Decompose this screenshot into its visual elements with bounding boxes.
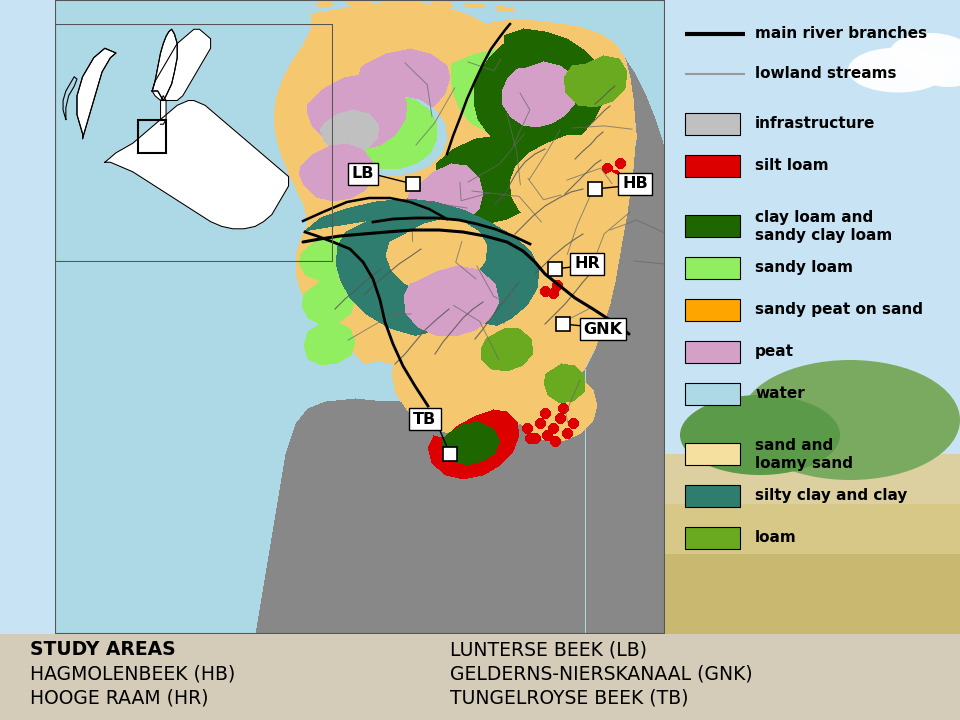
Bar [138, 120, 166, 153]
Text: sand and: sand and [756, 438, 833, 453]
Text: HAGMOLENBEEK (HB): HAGMOLENBEEK (HB) [30, 665, 235, 683]
Text: main river branches: main river branches [756, 27, 927, 42]
Text: sandy clay loam: sandy clay loam [756, 228, 892, 243]
Bar [685, 257, 740, 279]
Text: TB: TB [414, 412, 437, 426]
Bar [556, 317, 570, 331]
Ellipse shape [918, 57, 960, 87]
Text: HOOGE RAAM (HR): HOOGE RAAM (HR) [30, 688, 208, 707]
Text: loam: loam [756, 530, 797, 545]
Text: peat: peat [756, 344, 794, 359]
Bar [685, 341, 740, 363]
Text: infrastructure: infrastructure [756, 117, 876, 132]
Bar [660, 504, 960, 634]
Bar [685, 485, 740, 507]
Text: sandy peat on sand: sandy peat on sand [756, 302, 924, 318]
Ellipse shape [890, 33, 960, 71]
Bar [685, 383, 740, 405]
Bar [443, 447, 457, 461]
Text: TUNGELROYSE BEEK (TB): TUNGELROYSE BEEK (TB) [450, 688, 688, 707]
Text: silt loam: silt loam [756, 158, 828, 174]
Text: HB: HB [622, 176, 648, 192]
Text: HR: HR [574, 256, 600, 271]
Bar [685, 155, 740, 177]
Bar [406, 177, 420, 191]
Ellipse shape [680, 395, 840, 475]
Bar [548, 262, 562, 276]
Text: sandy loam: sandy loam [756, 261, 853, 275]
Polygon shape [152, 30, 178, 101]
Bar [660, 554, 960, 634]
Polygon shape [160, 96, 166, 125]
Bar [685, 113, 740, 135]
Bar [685, 299, 740, 321]
Polygon shape [152, 30, 210, 101]
Text: loamy sand: loamy sand [756, 456, 853, 471]
Bar [685, 215, 740, 237]
Polygon shape [105, 101, 289, 229]
Ellipse shape [740, 360, 960, 480]
Text: GNK: GNK [584, 322, 622, 336]
Ellipse shape [848, 48, 948, 92]
Bar [685, 526, 740, 549]
Bar [0, 0, 960, 634]
Bar [588, 182, 602, 196]
Text: clay loam and: clay loam and [756, 210, 874, 225]
Text: STUDY AREAS: STUDY AREAS [30, 640, 176, 660]
Text: LUNTERSE BEEK (LB): LUNTERSE BEEK (LB) [450, 640, 647, 660]
Text: lowland streams: lowland streams [756, 66, 897, 81]
Text: LB: LB [351, 166, 374, 181]
Text: water: water [756, 386, 804, 401]
Bar [685, 443, 740, 464]
Bar [660, 454, 960, 634]
Text: GELDERNS-NIERSKANAAL (GNK): GELDERNS-NIERSKANAAL (GNK) [450, 665, 753, 683]
Text: silty clay and clay: silty clay and clay [756, 488, 907, 503]
Polygon shape [77, 48, 116, 138]
